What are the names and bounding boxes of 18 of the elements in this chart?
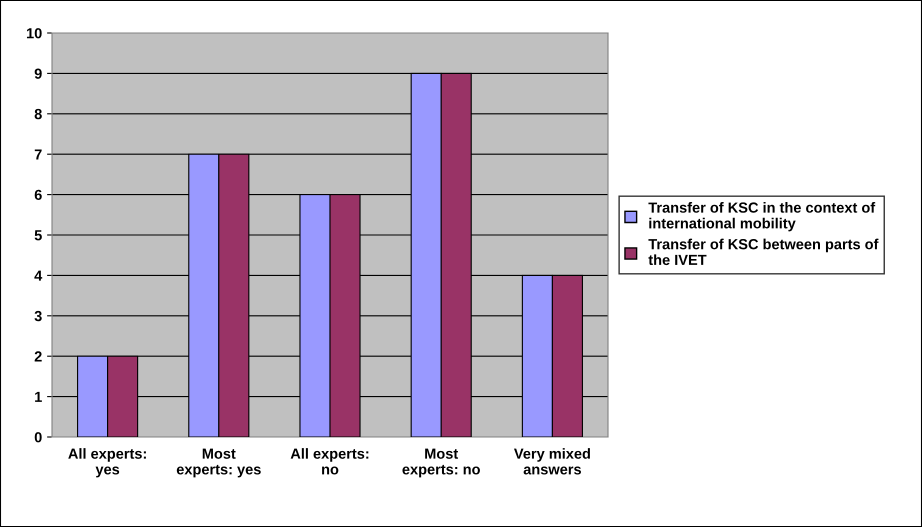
y-tick-label: 9 bbox=[34, 68, 42, 79]
x-tick-label: Very mixed answers bbox=[514, 448, 590, 475]
legend-label: Transfer of KSC between parts of the IVET bbox=[648, 238, 878, 266]
y-tick-label: 6 bbox=[34, 190, 42, 200]
x-tick-label: Most experts: no bbox=[402, 448, 480, 478]
y-tick-label: 10 bbox=[26, 28, 42, 38]
y-tick-label: 8 bbox=[34, 108, 42, 120]
legend-label: Transfer of KSC in the context of international mobility bbox=[648, 202, 876, 232]
y-tick-label: 2 bbox=[34, 351, 42, 362]
y-tick-label: 0 bbox=[34, 432, 42, 442]
y-tick-label: 5 bbox=[34, 230, 42, 240]
x-tick-label: All experts: no bbox=[290, 448, 368, 475]
x-tick-label: Most experts: yes bbox=[176, 448, 261, 478]
y-tick-label: 1 bbox=[35, 392, 42, 402]
y-tick-label: 4 bbox=[34, 270, 42, 281]
y-tick-label: 7 bbox=[34, 149, 42, 160]
y-tick-label: 3 bbox=[34, 310, 42, 322]
x-tick-label: All experts: yes bbox=[68, 448, 146, 478]
